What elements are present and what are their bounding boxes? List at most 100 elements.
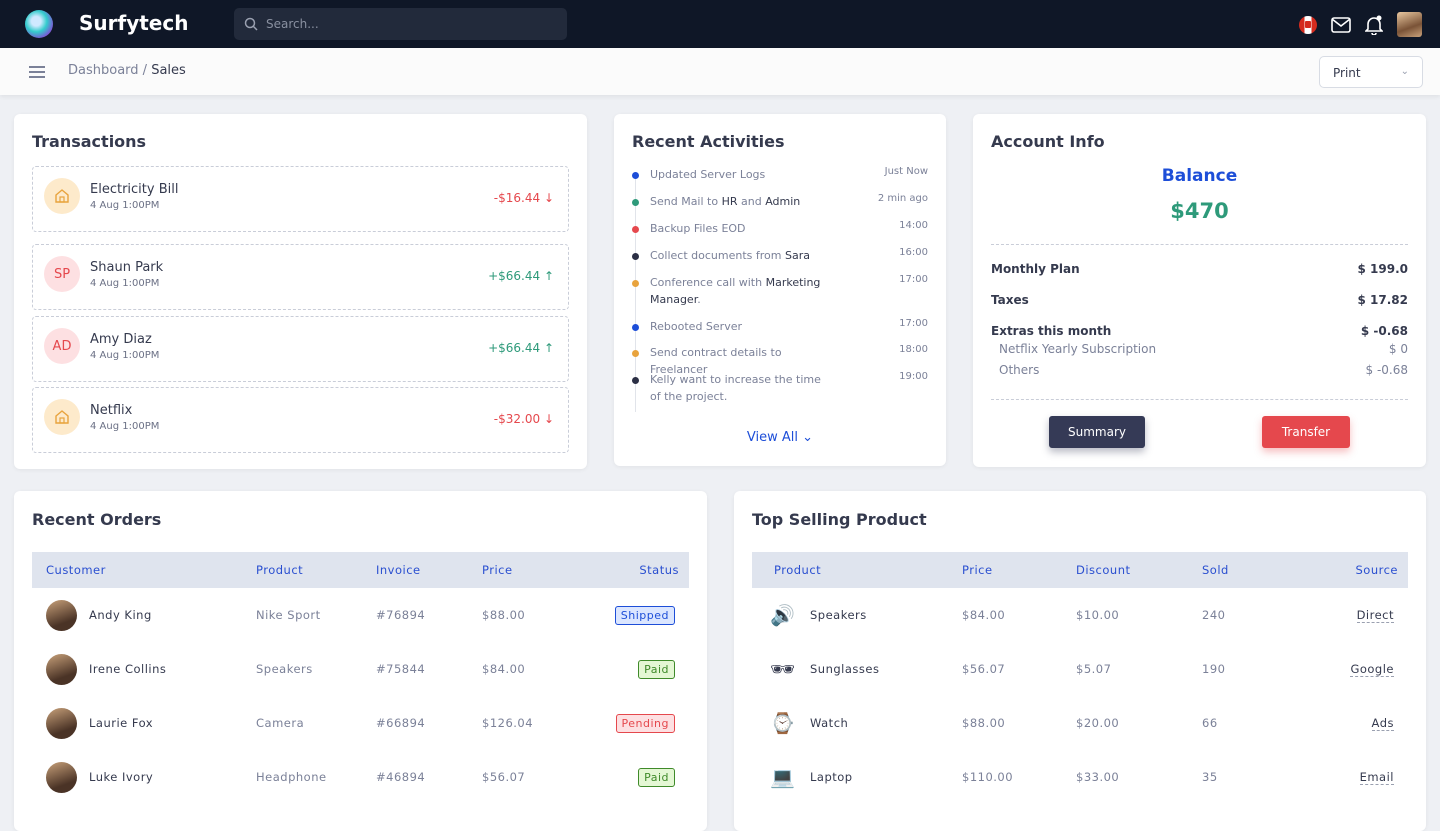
divider xyxy=(991,244,1408,245)
speaker-icon: 🔊 xyxy=(770,603,796,627)
search-input[interactable] xyxy=(266,17,546,31)
column-header[interactable]: Price xyxy=(482,552,600,588)
card-title: Account Info xyxy=(991,132,1105,151)
price-cell: $88.00 xyxy=(962,716,1006,730)
laptop-icon: 💻 xyxy=(770,765,796,789)
transaction-amount: +$66.44 xyxy=(488,269,541,283)
row-value: $ 199.0 xyxy=(1357,262,1408,276)
price-cell: $88.00 xyxy=(482,608,526,622)
transaction-item[interactable]: SP Shaun Park 4 Aug 1:00PM +$66.44 ↑ xyxy=(32,244,569,310)
account-info-card: Account Info Balance $470 Monthly Plan $ … xyxy=(973,114,1426,467)
source-link[interactable]: Direct xyxy=(1356,608,1394,623)
user-avatar[interactable] xyxy=(1397,12,1422,37)
top-navbar: Surfytech xyxy=(0,0,1440,48)
source-link[interactable]: Ads xyxy=(1371,716,1394,731)
account-row: Monthly Plan $ 199.0 xyxy=(991,262,1408,276)
transaction-item[interactable]: Electricity Bill 4 Aug 1:00PM -$16.44 ↓ xyxy=(32,166,569,232)
view-all-label: View All xyxy=(746,430,799,445)
status-dot xyxy=(632,324,639,331)
discount-cell: $10.00 xyxy=(1076,608,1120,622)
home-icon xyxy=(44,399,80,435)
activity-text: Conference call with Marketing Manager. xyxy=(650,276,821,306)
invoice-cell: #75844 xyxy=(376,662,426,676)
breadcrumb-separator: / xyxy=(142,63,148,78)
bell-icon[interactable] xyxy=(1365,15,1383,35)
sub-header xyxy=(0,48,1440,95)
card-title: Top Selling Product xyxy=(752,510,927,529)
row-value: $ 0 xyxy=(1388,342,1408,356)
price-cell: $126.04 xyxy=(482,716,534,730)
table-row[interactable]: ⌚ Watch $88.00 $20.00 66 Ads xyxy=(752,696,1408,750)
transaction-name: Electricity Bill xyxy=(90,182,179,197)
activity-time: Just Now xyxy=(884,166,928,177)
activity-time: 18:00 xyxy=(899,344,928,355)
activity-text: Updated Server Logs xyxy=(650,168,766,181)
status-badge: Pending xyxy=(615,714,675,733)
customer-name: Luke Ivory xyxy=(89,770,154,784)
watch-icon: ⌚ xyxy=(770,711,796,735)
transaction-item[interactable]: AD Amy Diaz 4 Aug 1:00PM +$66.44 ↑ xyxy=(32,316,569,382)
transaction-item[interactable]: Netflix 4 Aug 1:00PM -$32.00 ↓ xyxy=(32,387,569,453)
table-row[interactable]: Andy King Nike Sport #76894 $88.00 Shipp… xyxy=(32,588,689,642)
home-icon xyxy=(44,178,80,214)
table-row[interactable]: 🕶 Sunglasses $56.07 $5.07 190 Google xyxy=(752,642,1408,696)
transaction-amount: -$16.44 xyxy=(493,191,541,205)
canada-flag-icon[interactable] xyxy=(1299,15,1317,34)
status-badge: Paid xyxy=(638,768,675,787)
account-subrow: Netflix Yearly Subscription $ 0 xyxy=(991,342,1408,356)
column-header[interactable]: Invoice xyxy=(376,552,482,588)
column-header[interactable]: Sold xyxy=(1202,552,1302,588)
orders-table: Customer Product Invoice Price Status Andy Ki… xyxy=(32,552,689,804)
status-dot xyxy=(632,226,639,233)
product-name: Speakers xyxy=(810,608,867,622)
account-subrow: Others $ -0.68 xyxy=(991,363,1408,377)
column-header[interactable]: Customer xyxy=(32,552,256,588)
breadcrumb-dashboard[interactable]: Dashboard xyxy=(68,63,139,78)
chevron-down-icon: ⌄ xyxy=(1400,66,1409,77)
status-dot xyxy=(632,199,639,206)
table-row[interactable]: Laurie Fox Camera #66894 $126.04 Pending xyxy=(32,696,689,750)
table-row[interactable]: Luke Ivory Headphone #46894 $56.07 Paid xyxy=(32,750,689,804)
table-row[interactable]: 💻 Laptop $110.00 $33.00 35 Email xyxy=(752,750,1408,804)
recent-activities-card: Recent Activities Updated Server Logs Jus… xyxy=(614,114,946,466)
column-header[interactable]: Price xyxy=(962,552,1076,588)
brand-name[interactable]: Surfytech xyxy=(79,11,189,35)
summary-button[interactable]: Summary xyxy=(1049,416,1145,448)
brand-logo[interactable] xyxy=(25,10,53,38)
product-cell: Camera xyxy=(256,716,305,730)
status-dot xyxy=(632,172,639,179)
transfer-button[interactable]: Transfer xyxy=(1262,416,1350,448)
menu-icon[interactable] xyxy=(29,66,45,78)
mail-icon[interactable] xyxy=(1331,16,1351,33)
top-selling-card: Top Selling Product Product Price Discount… xyxy=(734,491,1426,831)
source-link[interactable]: Email xyxy=(1359,770,1394,785)
customer-name: Andy King xyxy=(89,608,152,622)
sold-cell: 35 xyxy=(1202,770,1218,784)
price-cell: $84.00 xyxy=(962,608,1006,622)
price-cell: $84.00 xyxy=(482,662,526,676)
avatar-initials: AD xyxy=(44,328,80,364)
table-row[interactable]: Irene Collins Speakers #75844 $84.00 Pai… xyxy=(32,642,689,696)
view-all-link[interactable]: View All ⌄ xyxy=(614,430,946,445)
search-box[interactable] xyxy=(234,8,567,40)
column-header[interactable]: Source xyxy=(1302,552,1408,588)
avatar-initials: SP xyxy=(44,256,80,292)
row-label: Netflix Yearly Subscription xyxy=(999,342,1157,356)
activity-text: Rebooted Server xyxy=(650,320,742,333)
source-link[interactable]: Google xyxy=(1350,662,1394,677)
avatar xyxy=(46,599,77,631)
print-select[interactable]: Print ⌄ xyxy=(1319,56,1423,88)
column-header[interactable]: Discount xyxy=(1076,552,1202,588)
activity-time: 14:00 xyxy=(899,220,928,231)
recent-orders-card: Recent Orders Customer Product Invoice Pric… xyxy=(14,491,707,831)
discount-cell: $20.00 xyxy=(1076,716,1120,730)
table-row[interactable]: 🔊 Speakers $84.00 $10.00 240 Direct xyxy=(752,588,1408,642)
column-header[interactable]: Product xyxy=(256,552,376,588)
column-header[interactable]: Status xyxy=(600,552,689,588)
row-label: Taxes xyxy=(991,293,1029,307)
activity-time: 16:00 xyxy=(899,247,928,258)
row-label: Extras this month xyxy=(991,324,1112,338)
invoice-cell: #66894 xyxy=(376,716,426,730)
row-label: Monthly Plan xyxy=(991,262,1080,276)
column-header[interactable]: Product xyxy=(752,552,962,588)
